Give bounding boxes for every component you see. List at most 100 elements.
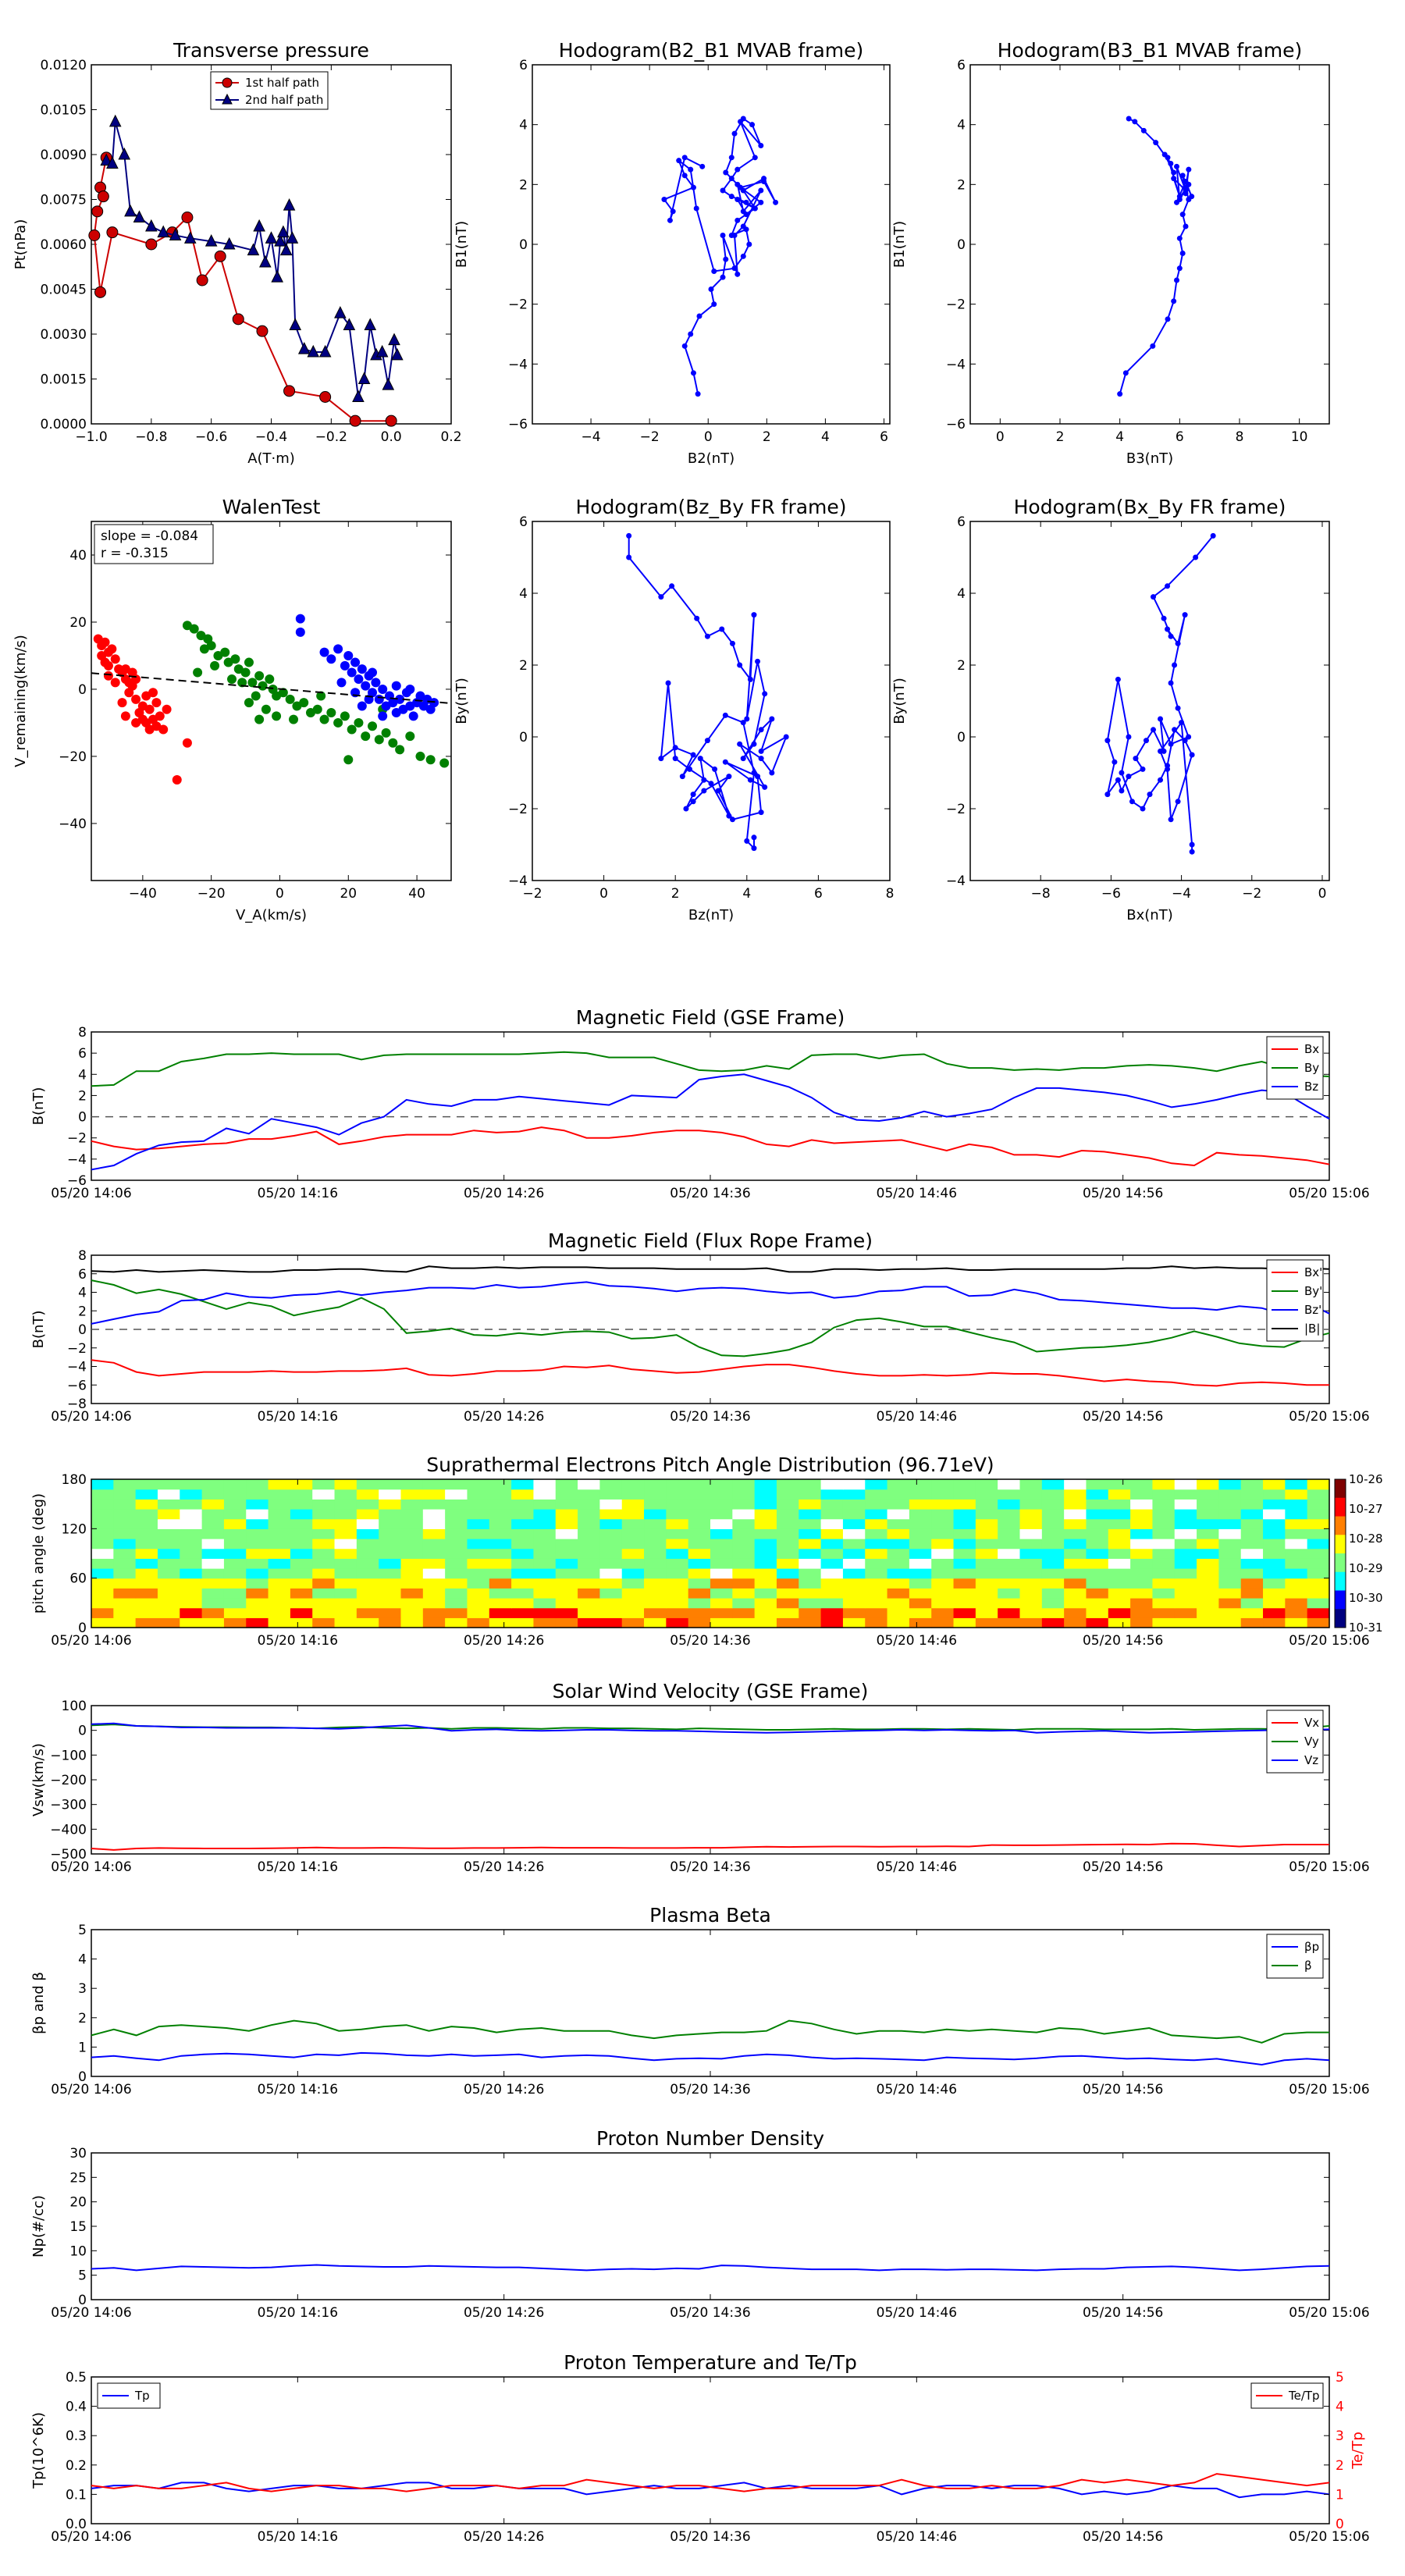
heatmap-cell <box>1152 1479 1176 1490</box>
x-tick-label: 05/20 14:46 <box>877 1633 957 1649</box>
heatmap-cell <box>1064 1558 1087 1569</box>
y-axis-label: pitch angle (deg) <box>30 1493 47 1614</box>
data-point <box>97 190 109 203</box>
heatmap-cell <box>887 1578 910 1589</box>
heatmap-cell <box>268 1598 291 1609</box>
heatmap-cell <box>467 1598 490 1609</box>
heatmap-cell <box>489 1568 512 1579</box>
heatmap-cell <box>422 1499 446 1510</box>
x-tick-label: 05/20 14:16 <box>258 1859 338 1875</box>
heatmap-cell <box>422 1539 446 1550</box>
data-point <box>758 748 764 754</box>
heatmap-cell <box>1174 1578 1197 1589</box>
heatmap-cell <box>799 1479 822 1490</box>
heatmap-cell <box>334 1588 357 1599</box>
x-tick-label: −0.8 <box>135 429 167 445</box>
heatmap-cell <box>710 1568 733 1579</box>
data-point <box>1168 741 1174 747</box>
heatmap-cell <box>135 1558 158 1569</box>
data-point <box>1104 792 1111 798</box>
heatmap-cell <box>732 1539 756 1550</box>
data-point <box>1151 594 1157 600</box>
legend-marker <box>222 77 233 88</box>
data-point <box>665 680 671 686</box>
heatmap-cell <box>599 1528 623 1539</box>
heatmap-cell <box>621 1598 645 1609</box>
heatmap-cell <box>1019 1578 1043 1589</box>
y-tick-label: −20 <box>59 749 87 765</box>
heatmap-cell <box>754 1548 777 1559</box>
heatmap-cell <box>555 1588 578 1599</box>
legend-label: Bx' <box>1304 1265 1322 1279</box>
heatmap-cell <box>400 1489 424 1500</box>
y-tick-label: 0 <box>957 730 966 745</box>
data-point <box>220 647 230 657</box>
heatmap-cell <box>246 1518 269 1529</box>
data-point <box>258 681 268 691</box>
heatmap-cell <box>599 1479 623 1490</box>
data-point <box>189 624 199 634</box>
data-point <box>388 333 400 346</box>
y-tick-label: −200 <box>50 1773 87 1788</box>
x-tick-label: 05/20 15:06 <box>1289 2529 1369 2545</box>
heatmap-cell <box>909 1578 932 1589</box>
heatmap-cell <box>400 1479 424 1490</box>
heatmap-cell <box>356 1548 379 1559</box>
heatmap-cell <box>1197 1528 1219 1539</box>
heatmap-cell <box>467 1607 490 1618</box>
data-point <box>283 198 296 211</box>
heatmap-cell <box>1041 1548 1065 1559</box>
y-tick-label: 120 <box>62 1521 87 1537</box>
heatmap-cell <box>1263 1617 1286 1628</box>
heatmap-cell <box>998 1568 1021 1579</box>
heatmap-cell <box>1240 1528 1264 1539</box>
data-point <box>374 694 384 704</box>
heatmap-cell <box>1108 1568 1131 1579</box>
heatmap-cell <box>422 1479 446 1490</box>
heatmap-cell <box>533 1558 557 1569</box>
data-point <box>253 219 265 232</box>
data-point <box>697 756 703 762</box>
data-point <box>681 173 688 179</box>
heatmap-cell <box>379 1598 402 1609</box>
heatmap-cell <box>113 1598 137 1609</box>
heatmap-cell <box>1240 1598 1264 1609</box>
heatmap-cell <box>113 1509 137 1520</box>
heatmap-cell <box>1041 1607 1065 1618</box>
heatmap-cell <box>710 1607 733 1618</box>
heatmap-cell <box>135 1568 158 1579</box>
x-tick-label: 05/20 14:16 <box>258 2082 338 2097</box>
heatmap-cell <box>334 1539 357 1550</box>
heatmap-cell <box>356 1578 379 1589</box>
heatmap-cell <box>953 1518 976 1529</box>
heatmap-cell <box>599 1499 623 1510</box>
heatmap-cell <box>91 1528 114 1539</box>
heatmap-cell <box>1263 1548 1286 1559</box>
heatmap-cell <box>1285 1479 1308 1490</box>
heatmap-cell <box>1064 1588 1087 1599</box>
heatmap-cell <box>1285 1598 1308 1609</box>
plot-frame <box>532 64 891 425</box>
heatmap-cell <box>1108 1607 1131 1618</box>
data-point <box>740 756 746 762</box>
heatmap-cell <box>113 1528 137 1539</box>
data-point <box>1176 235 1183 241</box>
data-point <box>415 751 425 761</box>
chart-title: Proton Number Density <box>596 2127 824 2150</box>
heatmap-cell <box>1152 1539 1176 1550</box>
heatmap-cell <box>621 1528 645 1539</box>
heatmap-cell <box>467 1568 490 1579</box>
heatmap-cell <box>1307 1539 1330 1550</box>
heatmap-cell <box>1197 1509 1219 1520</box>
data-point <box>375 344 389 358</box>
data-point <box>762 784 768 790</box>
data-point <box>1161 615 1167 621</box>
heatmap-cell <box>621 1578 645 1589</box>
heatmap-cell <box>1019 1548 1043 1559</box>
y-tick-label: 2 <box>78 1088 87 1104</box>
heatmap-cell <box>688 1598 711 1609</box>
heatmap-cell <box>599 1558 623 1569</box>
heatmap-cell <box>842 1617 866 1628</box>
heatmap-cell <box>1307 1548 1330 1559</box>
